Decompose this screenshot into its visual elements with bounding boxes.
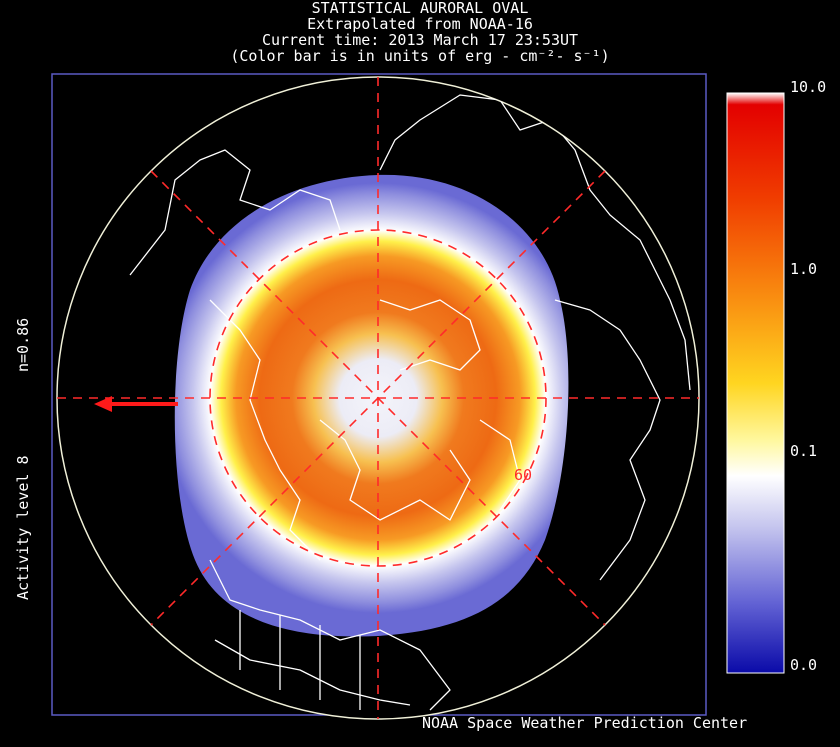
colorbar-tick-0-1: 0.1 xyxy=(790,442,818,460)
color-bar xyxy=(726,92,785,674)
title-line-1: STATISTICAL AURORAL OVAL xyxy=(311,0,529,17)
n-value-label: n=0.86 xyxy=(14,317,32,372)
title-line-4: (Color bar is in units of erg - cm⁻²- s⁻… xyxy=(230,47,610,65)
credit-line: NOAA Space Weather Prediction Center xyxy=(422,714,748,732)
auroral-oval xyxy=(174,174,569,637)
meridian-diagonal-2 xyxy=(150,170,606,626)
activity-level-label: Activity level 8 xyxy=(14,455,32,601)
colorbar-tick-10: 10.0 xyxy=(790,78,827,96)
sun-direction-arrow-icon xyxy=(94,396,178,412)
map-title: STATISTICAL AURORAL OVAL Extrapolated fr… xyxy=(160,0,680,64)
colorbar-tick-0: 0.0 xyxy=(790,656,818,674)
title-line-3: Current time: 2013 March 17 23:53UT xyxy=(261,31,579,49)
title-line-2: Extrapolated from NOAA-16 xyxy=(307,15,533,33)
coastlines xyxy=(129,94,691,711)
latitude-label-60: 60 xyxy=(514,466,533,484)
colorbar-tick-1: 1.0 xyxy=(790,260,818,278)
coordinate-grid xyxy=(57,77,699,719)
